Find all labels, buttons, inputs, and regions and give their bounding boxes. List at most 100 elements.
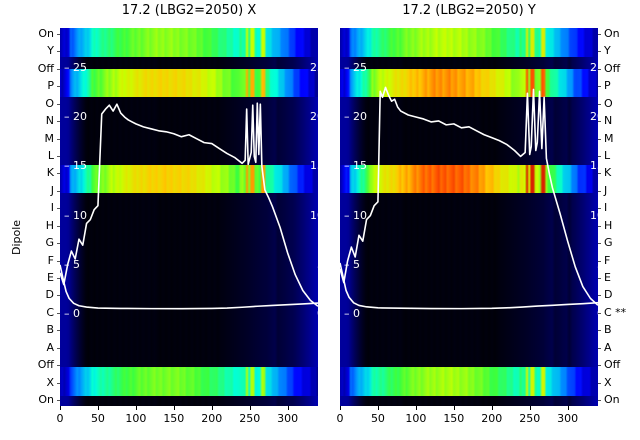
dipole-tick-mark-left [57, 173, 60, 175]
dipole-tick-mark-right [598, 173, 601, 175]
dipole-tick-mark-right [598, 103, 601, 105]
dipole-tick-left: M [44, 131, 55, 145]
dipole-tick-mark-left [57, 382, 60, 384]
dipole-tick-mark-left [57, 34, 60, 35]
dipole-tick-mark-right [598, 86, 601, 88]
inner-y-tick-label-mirror: 20 [310, 109, 318, 123]
heatmap-panel-y[interactable]: – 25 25 – 20 20 – 15 15 – 10 10 – 5 5 – 0 0 [340, 28, 598, 406]
x-tick-label: 100 [405, 412, 427, 425]
x-tick-mark [340, 406, 341, 410]
x-tick-label: 300 [557, 412, 579, 425]
x-tick-label: 100 [125, 412, 147, 425]
inner-y-tick-label: – 5 [64, 257, 80, 271]
dipole-tick-mark-left [57, 208, 60, 210]
dipole-tick-right: C ** [604, 305, 627, 319]
dipole-tick-mark-right [598, 225, 601, 227]
inner-y-tick-label-mirror: 5 [317, 258, 318, 271]
heatmap-band [60, 367, 318, 396]
dipole-tick-mark-right [598, 400, 601, 401]
inner-y-tick-label: – 25 [344, 60, 367, 74]
dipole-tick-right: A [604, 340, 612, 354]
x-tick-mark [211, 406, 213, 410]
dipole-tick-left: H [45, 218, 54, 232]
inner-y-tick-label-mirror: 25 [310, 60, 318, 74]
dipole-tick-mark-right [598, 260, 601, 262]
inner-y-tick-label: – 20 [64, 109, 87, 123]
dipole-tick-left: N [45, 114, 54, 128]
dipole-tick-mark-right [598, 156, 601, 157]
dipole-tick-mark-right [598, 51, 601, 53]
dipole-tick-right: I [604, 201, 608, 215]
x-tick-mark [249, 406, 251, 410]
dipole-tick-mark-left [57, 295, 60, 297]
x-tick-mark [529, 406, 531, 410]
x-tick-mark [415, 406, 417, 410]
inner-y-tick-label: – 5 [344, 257, 360, 271]
inner-y-tick-label: – 10 [64, 208, 87, 222]
dipole-tick-mark-right [598, 295, 601, 297]
dipole-tick-left: D [45, 288, 54, 302]
dipole-tick-right: K [604, 166, 612, 180]
dipole-tick-mark-left [57, 347, 60, 349]
x-tick-mark [97, 406, 99, 410]
inner-y-tick-label-mirror: 25 [590, 60, 598, 74]
dipole-tick-right: Off [604, 358, 621, 372]
dipole-tick-mark-left [57, 312, 60, 314]
dipole-tick-mark-right [598, 208, 601, 210]
dipole-tick-left: Off [37, 61, 54, 75]
x-tick-mark [287, 406, 289, 410]
dipole-tick-mark-left [57, 190, 60, 192]
dipole-tick-mark-left [57, 260, 60, 262]
dipole-tick-mark-left [57, 51, 60, 53]
dipole-tick-left: P [47, 79, 54, 93]
x-tick-label: 0 [56, 412, 64, 425]
panel-title-y: 17.2 (LBG2=2050) Y [402, 3, 536, 18]
dipole-tick-mark-right [598, 382, 601, 384]
inner-y-tick-label: – 0 [64, 307, 80, 321]
dipole-tick-right: J [604, 183, 608, 197]
trace-overlay [340, 86, 598, 310]
dipole-tick-mark-right [598, 68, 601, 70]
x-tick-label: 50 [90, 412, 105, 425]
heatmap-band [340, 165, 598, 194]
dipole-tick-left: A [46, 340, 54, 354]
dipole-tick-mark-left [57, 243, 60, 245]
x-tick-mark [491, 406, 493, 410]
dipole-tick-mark-right [598, 365, 601, 367]
panel-title-x: 17.2 (LBG2=2050) X [121, 3, 257, 18]
inner-y-tick-label-mirror: 15 [590, 159, 598, 173]
trace-line [340, 86, 598, 306]
dipole-tick-right: G [604, 236, 613, 250]
dipole-tick-right: L [604, 149, 611, 162]
dipole-tick-mark-right [598, 243, 601, 245]
x-tick-label: 200 [481, 412, 503, 425]
dipole-tick-mark-left [57, 86, 60, 88]
dipole-tick-right: B [604, 323, 612, 337]
x-tick-label: 0 [336, 412, 344, 425]
heatmap-band [60, 68, 318, 97]
dipole-tick-mark-right [598, 278, 601, 279]
trace-line [60, 102, 318, 307]
heatmap-band [340, 367, 598, 396]
dipole-tick-mark-left [57, 138, 60, 140]
heatmap-band [60, 28, 318, 58]
dipole-tick-mark-right [598, 121, 601, 123]
heatmap-band [340, 68, 598, 97]
heatmap-band [60, 165, 318, 194]
dipole-tick-right: On [604, 27, 620, 40]
dipole-tick-mark-left [57, 68, 60, 70]
x-tick-label: 200 [201, 412, 223, 425]
dipole-tick-left: J [50, 183, 54, 197]
dipole-tick-right: N [604, 114, 613, 128]
dipole-tick-right: Y [604, 44, 611, 58]
dipole-tick-right: On [604, 393, 620, 406]
heatmap-band [340, 28, 598, 58]
dipole-tick-left: I [50, 201, 54, 215]
trace-overlay [60, 102, 318, 310]
heatmap-panel-x[interactable]: – 25 25 – 20 20 – 15 15 – 10 10 – 5 5 – 0 0 [60, 28, 318, 406]
dipole-tick-right: M [604, 131, 614, 145]
inner-y-tick-label: – 0 [344, 307, 360, 321]
dipole-tick-mark-right [598, 330, 601, 332]
x-tick-label: 300 [277, 412, 299, 425]
